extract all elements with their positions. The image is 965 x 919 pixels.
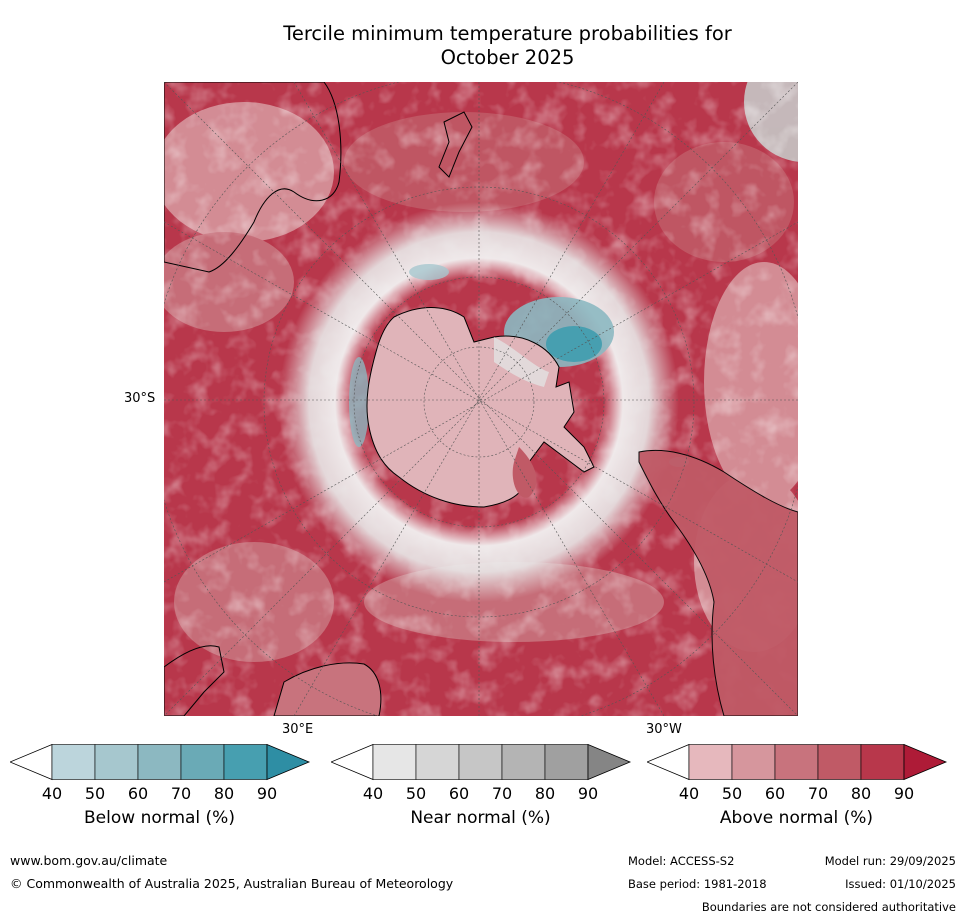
near-normal-segment bbox=[415, 744, 460, 780]
near-normal-tick-label: 80 bbox=[534, 784, 556, 803]
above-normal-tick-label: 90 bbox=[893, 784, 915, 803]
near-normal-segment bbox=[544, 744, 589, 780]
disclaimer-text: Boundaries are not considered authoritat… bbox=[701, 900, 956, 914]
south-america-coastline bbox=[638, 449, 798, 716]
below-normal-tick-label: 90 bbox=[256, 784, 278, 803]
below-normal-tick-label: 40 bbox=[41, 784, 63, 803]
below-normal-segment bbox=[223, 744, 268, 780]
website-link[interactable]: www.bom.gov.au/climate bbox=[10, 853, 168, 868]
africa-coastline bbox=[164, 645, 225, 716]
near-normal-tick-label: 40 bbox=[362, 784, 384, 803]
above-normal-lower-extend bbox=[647, 744, 690, 781]
below-normal-segment bbox=[51, 744, 96, 780]
model-run-text: Model run: 29/09/2025 bbox=[824, 854, 956, 868]
lon-label-right: 30°W bbox=[646, 722, 682, 737]
below-normal-upper-extend bbox=[266, 744, 311, 781]
near-normal-colorbar-label: Near normal (%) bbox=[410, 808, 551, 828]
below-normal-segment bbox=[137, 744, 182, 780]
near-normal-colorbar-svg bbox=[331, 744, 632, 781]
below-normal-segment bbox=[94, 744, 139, 780]
below-normal-segment bbox=[180, 744, 225, 780]
map-title: Tercile minimum temperature probabilitie… bbox=[200, 22, 815, 70]
probability-map[interactable] bbox=[164, 82, 798, 716]
near-normal-tick-label: 70 bbox=[491, 784, 513, 803]
near-normal-segment bbox=[458, 744, 503, 780]
map-svg bbox=[164, 82, 798, 716]
above-normal-segment bbox=[817, 744, 862, 780]
near-normal-tick-label: 50 bbox=[405, 784, 427, 803]
near-normal-tick-label: 60 bbox=[448, 784, 470, 803]
lon-label-left: 30°E bbox=[282, 722, 314, 737]
above-normal-tick-label: 60 bbox=[764, 784, 786, 803]
below-normal-colorbar-svg bbox=[10, 744, 311, 781]
above-normal-tick-label: 50 bbox=[721, 784, 743, 803]
near-normal-tick-label: 90 bbox=[577, 784, 599, 803]
above-normal-segment bbox=[774, 744, 819, 780]
title-line-1: Tercile minimum temperature probabilitie… bbox=[283, 22, 732, 45]
above-normal-colorbar-label: Above normal (%) bbox=[719, 808, 874, 828]
above-normal-segment bbox=[731, 744, 776, 780]
above-normal-segment bbox=[860, 744, 905, 780]
below-normal-tick-label: 80 bbox=[213, 784, 235, 803]
above-normal-tick-label: 40 bbox=[678, 784, 700, 803]
title-line-2: October 2025 bbox=[440, 46, 575, 69]
below-normal-lower-extend bbox=[10, 744, 53, 781]
below-normal-colorbar-label: Below normal (%) bbox=[84, 808, 235, 828]
below-normal-tick-label: 70 bbox=[170, 784, 192, 803]
australia-coastline bbox=[164, 82, 342, 273]
issued-text: Issued: 01/10/2025 bbox=[845, 877, 956, 891]
copyright-text: © Commonwealth of Australia 2025, Austra… bbox=[10, 876, 454, 891]
madagascar-region bbox=[273, 662, 382, 716]
above-normal-tick-label: 70 bbox=[807, 784, 829, 803]
antarctica-above-patch bbox=[512, 447, 537, 498]
near-normal-segment bbox=[372, 744, 417, 780]
base-period-text: Base period: 1981-2018 bbox=[628, 877, 767, 891]
near-normal-segment bbox=[501, 744, 546, 780]
below-normal-tick-label: 50 bbox=[84, 784, 106, 803]
above-normal-upper-extend bbox=[903, 744, 948, 781]
near-normal-upper-extend bbox=[587, 744, 632, 781]
antarctica-coastline bbox=[366, 307, 595, 508]
above-normal-tick-label: 80 bbox=[850, 784, 872, 803]
lat-label: 30°S bbox=[124, 391, 156, 406]
graticule bbox=[164, 82, 798, 716]
below-normal-tick-label: 60 bbox=[127, 784, 149, 803]
model-text: Model: ACCESS-S2 bbox=[628, 854, 735, 868]
near-normal-lower-extend bbox=[331, 744, 374, 781]
above-normal-segment bbox=[688, 744, 733, 780]
new-zealand bbox=[438, 111, 473, 178]
above-normal-colorbar-svg bbox=[647, 744, 948, 781]
